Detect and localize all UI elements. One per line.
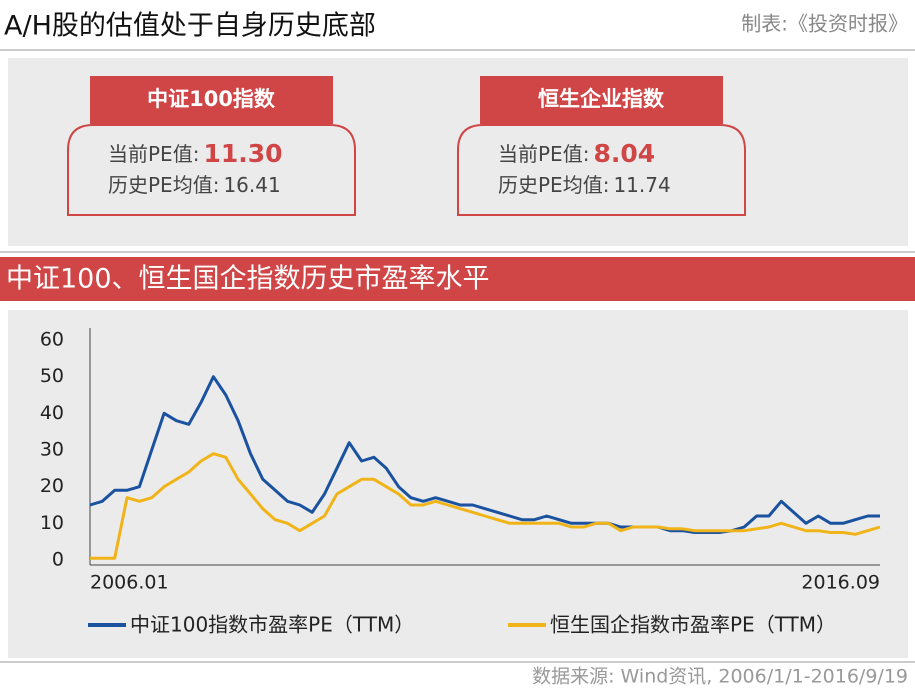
card-title: 中证100指数: [147, 87, 276, 111]
y-tick-label: 0: [52, 549, 64, 571]
chart-panel: [8, 310, 908, 658]
current-line: 当前PE值: 11.30: [108, 139, 283, 168]
chart: 0 10 20 30 40 50 60 2006.01 2016.09 中证100指数市盈率PE（…: [40, 328, 881, 637]
history-line: 历史PE均值: 16.41: [108, 173, 281, 197]
x-tick-label: 2006.01: [90, 572, 169, 594]
legend-label: 中证100指数市盈率PE（TTM）: [130, 613, 414, 637]
history-value: 16.41: [223, 173, 280, 197]
y-tick-label: 10: [40, 512, 64, 534]
y-tick-label: 20: [40, 475, 64, 497]
current-line: 当前PE值: 8.04: [498, 139, 655, 168]
card-title: 恒生企业指数: [538, 87, 665, 111]
series-line: [89, 375, 880, 534]
history-value: 11.74: [613, 173, 670, 197]
x-tick-label: 2016.09: [801, 572, 880, 594]
banner-title: 中证100、恒生国企指数历史市盈率水平: [6, 264, 490, 295]
y-tick-label: 60: [40, 329, 64, 351]
card-outline: [67, 124, 356, 216]
current-label: 当前PE值:: [498, 142, 589, 166]
card-header: [90, 76, 333, 124]
card-outline: [457, 124, 746, 216]
history-label: 历史PE均值:: [108, 173, 219, 197]
y-tick-label: 40: [40, 402, 64, 424]
banner: [0, 257, 915, 301]
history-label: 历史PE均值:: [498, 173, 609, 197]
y-tick-label: 50: [40, 365, 64, 387]
current-label: 当前PE值:: [108, 142, 199, 166]
source: 数据来源: Wind资讯, 2006/1/1-2016/9/19: [532, 666, 908, 688]
legend-label: 恒生国企指数市盈率PE（TTM）: [550, 613, 836, 637]
credit: 制表:《投资时报》: [741, 12, 908, 36]
page-title: A/H股的估值处于自身历史底部: [4, 11, 376, 42]
history-line: 历史PE均值: 11.74: [498, 173, 671, 197]
y-tick-label: 30: [40, 439, 64, 461]
current-value: 11.30: [203, 139, 282, 168]
card-header: [480, 76, 723, 124]
series-line: [90, 452, 881, 560]
current-value: 8.04: [593, 139, 655, 168]
